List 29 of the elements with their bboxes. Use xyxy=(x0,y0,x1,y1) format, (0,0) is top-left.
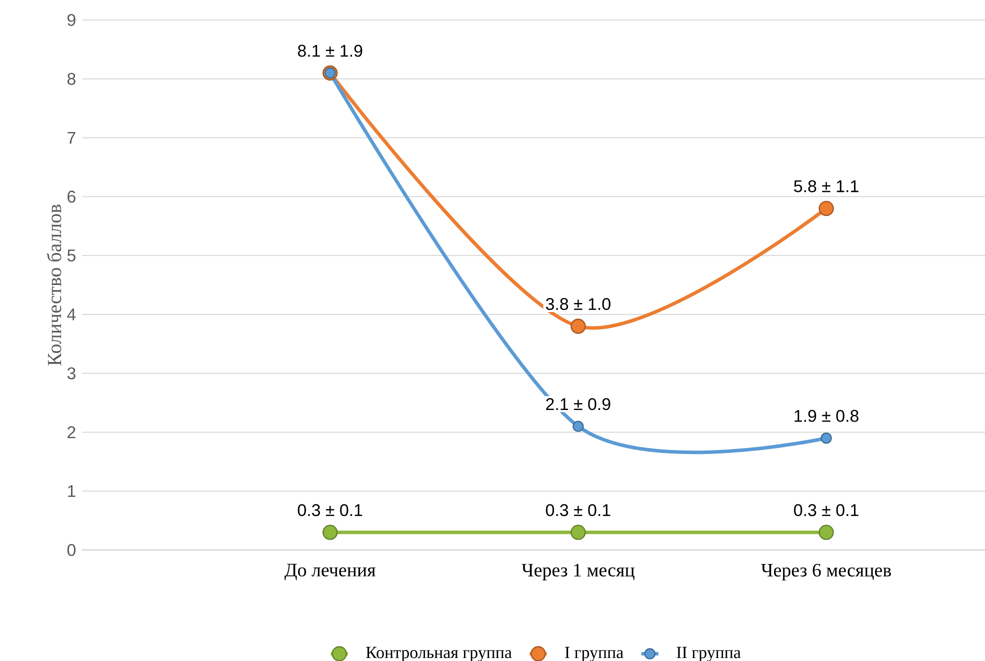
y-tick-label: 4 xyxy=(67,308,76,320)
data-label: 3.8 ± 1.0 xyxy=(546,298,610,310)
x-tick-label: Через 6 месяцев xyxy=(761,564,891,580)
point xyxy=(572,420,584,432)
y-tick-label: 6 xyxy=(68,190,76,203)
point xyxy=(322,524,338,540)
point xyxy=(570,318,586,334)
x-tick-label: Через 1 месяц xyxy=(522,564,634,580)
y-tick-label: 5 xyxy=(67,250,76,262)
y-tick-label: 3 xyxy=(67,367,76,380)
point xyxy=(570,524,586,540)
data-label: 8.1 ± 1.9 xyxy=(298,44,362,57)
data-label: 2.1 ± 0.9 xyxy=(546,398,610,410)
data-label: 0.3 ± 0.1 xyxy=(546,504,610,516)
point xyxy=(820,432,832,444)
y-tick-label: 9 xyxy=(68,14,76,26)
point xyxy=(818,524,834,540)
y-tick-label: 1 xyxy=(68,485,76,497)
y-tick-label: 2 xyxy=(68,426,76,438)
x-tick-label: До лечения xyxy=(284,564,376,580)
data-label: 1.9 ± 0.8 xyxy=(794,410,858,422)
data-label: 0.3 ± 0.1 xyxy=(298,504,362,516)
data-label: 0.3 ± 0.1 xyxy=(794,504,858,516)
y-tick-label: 7 xyxy=(68,132,76,144)
y-tick-label: 0 xyxy=(67,544,76,556)
y-axis-title: Количество баллов xyxy=(46,204,62,366)
y-tick-label: 8 xyxy=(67,72,76,85)
point xyxy=(818,200,834,216)
data-label: 5.8 ± 1.1 xyxy=(794,180,858,192)
